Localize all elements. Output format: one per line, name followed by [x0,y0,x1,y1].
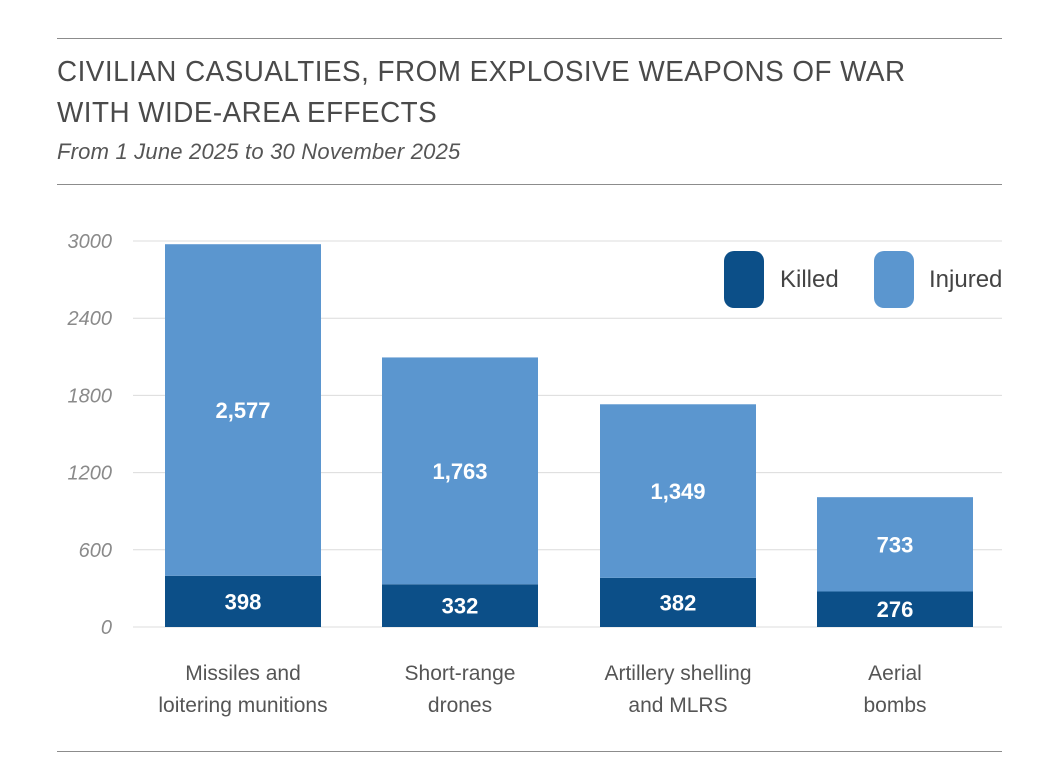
bar-killed-1 [382,584,538,627]
bars: 398 2,577 332 1,763 382 1,349 276 733 [165,244,973,627]
chart-title: CIVILIAN CASUALTIES, FROM EXPLOSIVE WEAP… [57,56,906,129]
y-tick-label: 2400 [67,308,113,330]
x-tick-label: and MLRS [628,694,727,717]
chart-subtitle: From 1 June 2025 to 30 November 2025 [57,139,461,164]
bar-injured-2 [600,404,756,578]
data-label-injured: 1,349 [650,479,705,504]
bar-killed-3 [817,591,973,627]
bar-killed-0 [165,575,321,627]
x-axis: Missiles and loitering munitions Short-ran… [158,662,926,717]
y-tick-label: 1800 [68,385,113,407]
bottom-rule [57,751,1002,752]
legend-swatch-killed [724,251,764,308]
y-tick-label: 1200 [68,463,113,485]
x-tick-label: Aerial [868,662,922,685]
data-label-killed: 276 [877,597,914,622]
x-tick-label: bombs [863,694,926,717]
legend-label-injured: Injured [929,266,1002,293]
header-rule [57,184,1002,185]
y-axis: 0 600 1200 1800 2400 3000 [67,231,113,639]
data-label-killed: 398 [225,589,262,614]
bar-injured-1 [382,357,538,585]
data-label-injured: 1,763 [432,459,487,484]
x-tick-label: Artillery shelling [604,662,751,685]
bar-injured-0 [165,244,321,576]
data-label-killed: 332 [442,594,479,619]
x-tick-label: Missiles and [185,662,301,685]
bar-injured-3 [817,497,973,592]
top-rule [57,38,1002,39]
data-label-injured: 733 [877,532,914,557]
legend: Killed Injured [724,251,1002,308]
bar-killed-2 [600,577,756,627]
legend-swatch-injured [874,251,914,308]
legend-label-killed: Killed [780,266,839,293]
x-tick-label: loitering munitions [158,694,327,717]
x-tick-label: drones [428,694,492,717]
y-tick-label: 0 [101,617,112,639]
y-tick-label: 3000 [68,231,113,253]
data-label-injured: 2,577 [215,398,270,423]
x-tick-label: Short-range [405,662,516,685]
y-tick-label: 600 [79,540,112,562]
data-label-killed: 382 [660,590,697,615]
